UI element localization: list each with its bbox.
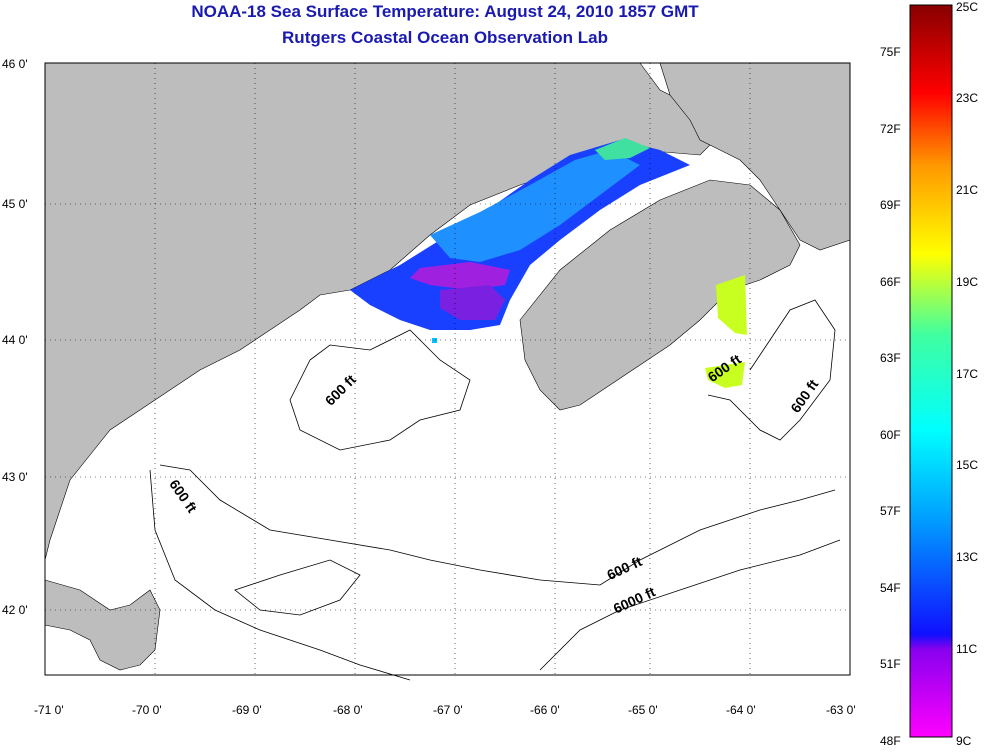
colorbar-f-label: 51F	[880, 657, 901, 671]
colorbar-c-label: 15C	[956, 458, 979, 472]
colorbar-f-label: 75F	[880, 45, 901, 59]
colorbar-c-label: 13C	[956, 550, 979, 564]
colorbar-f-label: 69F	[880, 198, 901, 212]
x-tick-label: -67 0'	[433, 703, 463, 717]
colorbar-c-label: 9C	[956, 734, 972, 748]
map-title: NOAA-18 Sea Surface Temperature: August …	[191, 2, 699, 21]
colorbar-f-label: 57F	[880, 504, 901, 518]
colorbar	[909, 4, 953, 738]
map-subtitle: Rutgers Coastal Ocean Observation Lab	[282, 28, 608, 47]
colorbar-c-label: 23C	[956, 91, 979, 105]
colorbar-f-label: 63F	[880, 351, 901, 365]
colorbar-c-label: 19C	[956, 275, 979, 289]
y-tick-label: 46 0'	[2, 57, 28, 71]
y-tick-label: 43 0'	[2, 470, 28, 484]
sst-data	[350, 138, 747, 388]
colorbar-f-label: 72F	[880, 122, 901, 136]
map-grid	[45, 63, 850, 675]
colorbar-f-label: 60F	[880, 428, 901, 442]
y-tick-label: 42 0'	[2, 603, 28, 617]
x-tick-label: -68 0'	[333, 703, 363, 717]
colorbar-f-label: 54F	[880, 581, 901, 595]
y-tick-label: 45 0'	[2, 197, 28, 211]
colorbar-c-label: 21C	[956, 183, 979, 197]
x-tick-label: -70 0'	[132, 703, 162, 717]
x-tick-label: -64 0'	[726, 703, 756, 717]
depth-contours	[149, 299, 841, 681]
colorbar-c-label: 17C	[956, 367, 979, 381]
colorbar-f-label: 48F	[880, 734, 901, 748]
colorbar-c-label: 25C	[956, 0, 979, 14]
x-tick-label: -69 0'	[232, 703, 262, 717]
x-tick-label: -66 0'	[530, 703, 560, 717]
y-tick-label: 44 0'	[2, 333, 28, 347]
x-tick-label: -71 0'	[34, 703, 64, 717]
map-frame	[44, 62, 851, 676]
colorbar-f-label: 66F	[880, 275, 901, 289]
land-cape-cod	[44, 579, 161, 671]
x-tick-label: -63 0'	[826, 703, 856, 717]
colorbar-c-label: 11C	[956, 642, 978, 656]
x-tick-label: -65 0'	[628, 703, 658, 717]
